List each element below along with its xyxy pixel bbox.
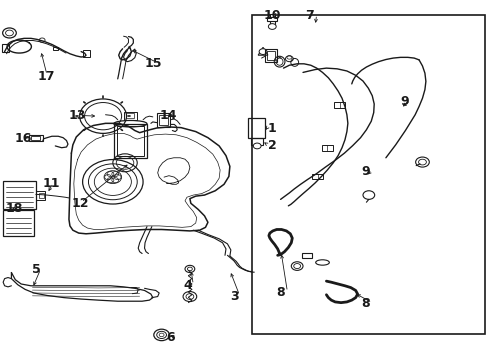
Polygon shape [3,181,36,210]
Circle shape [291,262,303,270]
Bar [39,193,43,198]
Bar [321,145,332,150]
Bar [114,124,147,158]
Text: 9: 9 [400,95,408,108]
Text: 18: 18 [5,202,23,215]
Circle shape [184,265,194,273]
Text: 12: 12 [71,197,89,210]
Text: 3: 3 [229,290,238,303]
Text: 2: 2 [267,139,276,152]
Bar [157,113,170,127]
Text: 4: 4 [183,279,192,292]
Text: 8: 8 [361,297,369,310]
Bar [2,44,9,52]
Text: 11: 11 [42,177,60,190]
Text: 17: 17 [37,69,55,82]
Text: 6: 6 [166,331,175,344]
Bar [251,138,263,145]
Circle shape [285,56,293,62]
Circle shape [362,191,374,199]
Circle shape [268,24,276,30]
Bar [333,102,345,108]
Circle shape [183,292,196,302]
Text: 1: 1 [267,122,276,135]
Bar [269,14,274,25]
Bar [36,191,44,200]
Bar [31,136,40,140]
Text: 13: 13 [69,109,86,122]
Text: 7: 7 [305,9,314,22]
Bar [82,50,90,57]
Bar [159,115,167,125]
Text: 16: 16 [14,132,32,145]
Bar [53,46,58,50]
Bar [29,135,42,141]
Bar [117,126,144,156]
Bar [302,253,311,258]
Circle shape [259,49,266,54]
Bar [264,49,277,62]
Bar [248,118,265,138]
Circle shape [154,329,169,341]
Bar [267,17,277,22]
Circle shape [253,143,261,149]
Bar [126,113,134,118]
Text: 5: 5 [32,263,41,276]
Text: 8: 8 [276,287,284,300]
Bar [311,174,323,179]
Text: 15: 15 [144,57,162,70]
Text: 14: 14 [159,109,176,122]
Text: 9: 9 [361,165,369,177]
Bar [267,51,274,60]
Circle shape [415,157,428,167]
Polygon shape [3,211,34,235]
Bar [123,112,137,120]
Text: 10: 10 [264,9,281,22]
Bar [251,15,484,334]
